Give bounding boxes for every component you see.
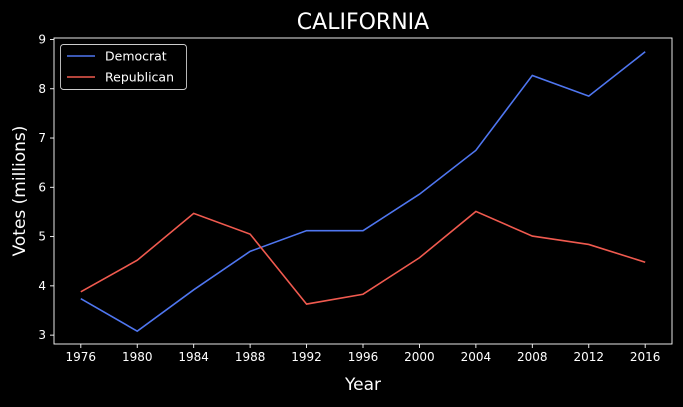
x-tick-label: 2000 [404, 350, 435, 364]
x-tick-label: 1988 [235, 350, 266, 364]
x-tick-label: 2008 [517, 350, 548, 364]
x-tick-label: 1996 [348, 350, 379, 364]
x-tick-label: 2004 [461, 350, 492, 364]
legend: Democrat Republican [61, 45, 187, 90]
x-tick-label: 2012 [573, 350, 604, 364]
x-tick-label: 1980 [122, 350, 153, 364]
legend-label-democrat: Democrat [105, 49, 167, 64]
x-tick-label: 1992 [291, 350, 322, 364]
y-tick-label: 6 [38, 180, 46, 194]
chart-title: CALIFORNIA [297, 10, 429, 35]
x-tick-label: 1984 [178, 350, 209, 364]
y-axis-label: Votes (millions) [10, 126, 30, 257]
y-tick-label: 4 [38, 279, 46, 293]
y-tick-label: 3 [38, 328, 46, 342]
y-tick-label: 9 [38, 32, 46, 46]
x-axis-label: Year [344, 375, 381, 395]
y-tick-label: 7 [38, 131, 46, 145]
x-tick-label: 1976 [66, 350, 97, 364]
y-tick-label: 8 [38, 82, 46, 96]
y-tick-label: 5 [38, 230, 46, 244]
x-tick-label: 2016 [630, 350, 661, 364]
legend-label-republican: Republican [105, 70, 174, 85]
